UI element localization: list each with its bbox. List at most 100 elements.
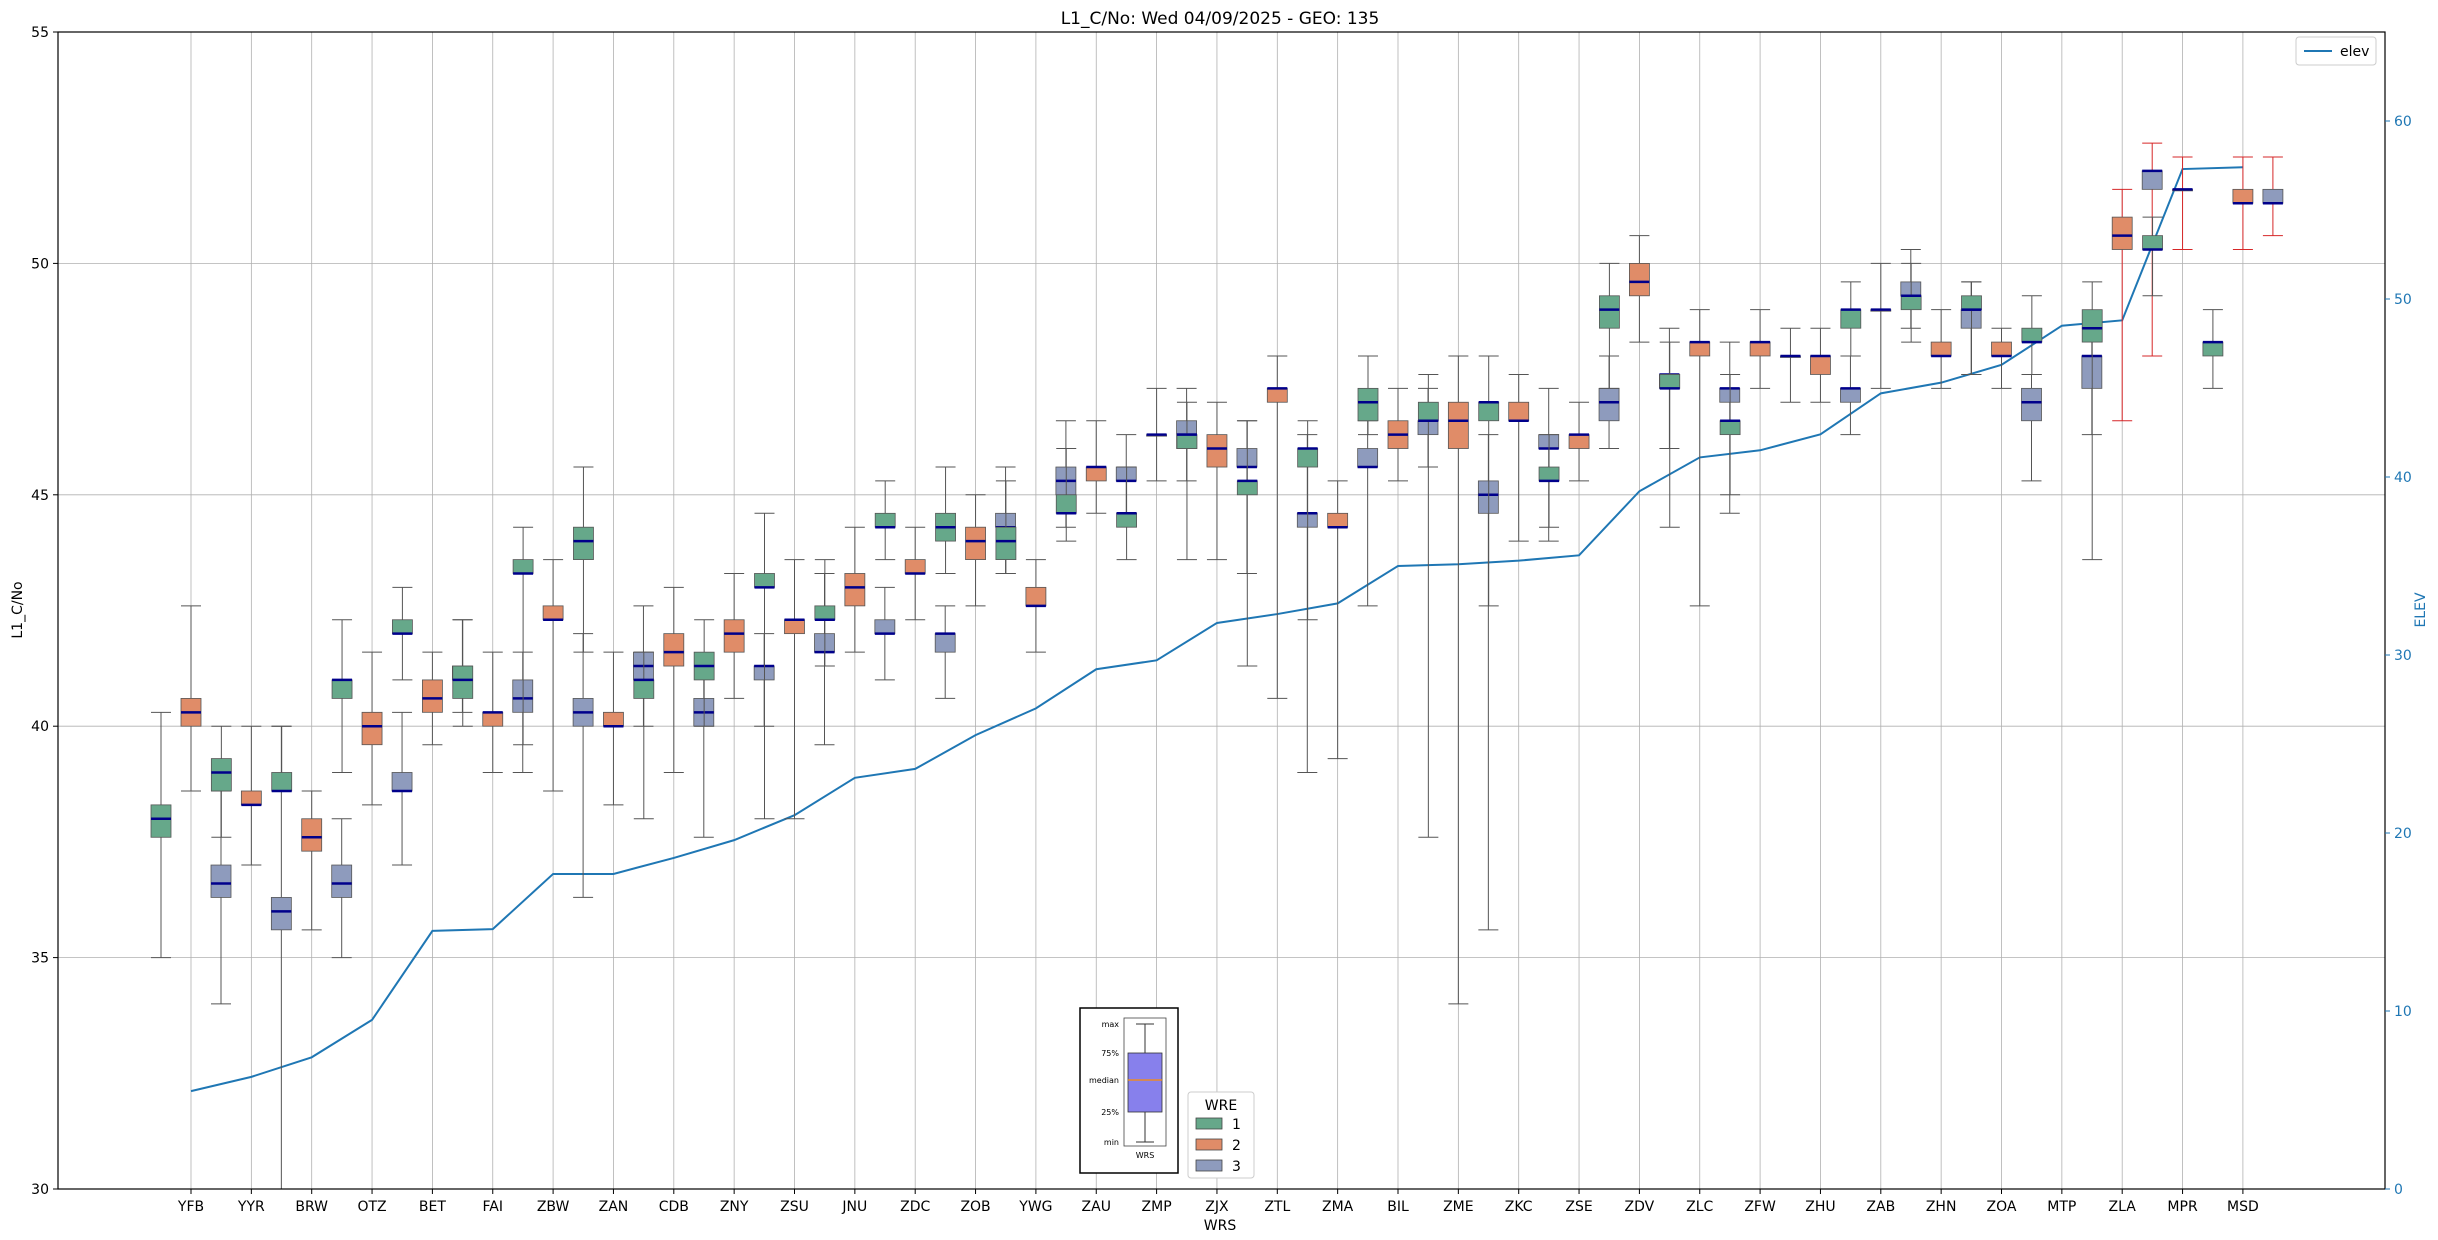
elev-legend-label: elev (2340, 44, 2369, 60)
x-tick-label: ZAN (599, 1199, 629, 1215)
y-tick-label: 45 (31, 488, 49, 504)
wre-legend: WRE 1 2 3 (1187, 1091, 1255, 1179)
box-plot-ztl-wre2 (1266, 355, 1288, 699)
x-tick-label: FAI (483, 1199, 503, 1215)
box-plot-mtp-wre1 (2021, 295, 2043, 375)
box-plot-zbw-wre1 (512, 526, 534, 746)
iqr-box (2111, 216, 2133, 250)
plot-frame (57, 31, 2386, 1190)
elev-legend: elev (2295, 36, 2377, 66)
x-tick-label: ZNY (720, 1199, 749, 1215)
iqr-box (240, 790, 262, 806)
iqr-box (1598, 387, 1620, 422)
box-plot-zny-wre2 (723, 572, 745, 699)
box-plot-zkc-wre1 (1478, 355, 1500, 607)
box-plot-zsu-wre1 (754, 512, 775, 820)
iqr-box (1810, 355, 1831, 375)
x-tick-label: ZHN (1926, 1199, 1957, 1215)
x-tick-label: BET (419, 1199, 446, 1215)
box-plot-ywg-wre2 (1025, 559, 1047, 653)
iqr-box (934, 633, 956, 653)
box-plot-zob-wre2 (965, 494, 986, 607)
x-tick-label: MPR (2167, 1199, 2198, 1215)
x-tick-label: CDB (659, 1199, 689, 1215)
iqr-box (150, 804, 172, 838)
box-plot-cdb-wre2 (663, 586, 685, 773)
box-plot-zfw-wre1 (1719, 373, 1741, 496)
x-tick-label: OTZ (357, 1199, 386, 1215)
box-plot-zla-wre1 (2081, 281, 2103, 561)
box-plot-zhn-wre1 (1900, 262, 1922, 343)
y2-tick-label: 60 (2394, 114, 2412, 130)
explainer-max: max (1102, 1020, 1120, 1029)
box-plot-brw-wre1 (271, 725, 293, 793)
iqr-box (1629, 262, 1650, 297)
iqr-box (210, 864, 232, 898)
iqr-box (391, 772, 413, 792)
y-tick-label: 40 (31, 719, 49, 735)
box-plot-zla-wre2 (2111, 188, 2133, 422)
explainer-caption: WRS (1136, 1151, 1155, 1160)
iqr-box (2262, 188, 2284, 204)
iqr-box (512, 559, 534, 574)
iqr-box (271, 772, 293, 792)
y2-axis-ticks: 0 10 20 30 40 50 60 (2385, 114, 2412, 1198)
iqr-box (391, 619, 413, 635)
iqr-box (784, 619, 805, 635)
x-tick-label: ZKC (1505, 1199, 1533, 1215)
wre-legend-label-3: 3 (1232, 1159, 1241, 1175)
x-tick-label: YFB (177, 1199, 204, 1215)
x-tick-label: ZSU (780, 1199, 809, 1215)
iqr-box (1266, 387, 1288, 403)
x-axis-ticks: YFB YYR BRW OTZ BET FAI ZBW ZAN CDB ZNY ZSU JNU ZDC Z… (177, 1189, 2259, 1215)
iqr-box (2202, 341, 2224, 357)
box-plot-zlc-wre1 (1659, 341, 1681, 528)
y2-tick-label: 30 (2394, 648, 2412, 664)
iqr-box (1508, 401, 1530, 422)
x-tick-label: ZSE (1565, 1199, 1592, 1215)
y-tick-label: 35 (31, 951, 49, 967)
box-plot-zsu-wre2 (784, 559, 805, 820)
box-plot-cdb-wre1 (633, 651, 655, 820)
x-tick-label: YWG (1018, 1199, 1052, 1215)
wre-legend-swatch-1 (1195, 1117, 1223, 1130)
box-plot-zoa-wre2 (1991, 327, 2012, 389)
iqr-box (1930, 341, 1952, 357)
iqr-box (361, 711, 383, 746)
y2-tick-label: 50 (2394, 292, 2412, 308)
box-plot-zme-wre2 (1447, 355, 1469, 1005)
iqr-box (1478, 401, 1500, 422)
explainer-q3: 75% (1101, 1049, 1119, 1058)
box-plot-brw-wre2 (301, 790, 323, 931)
wre-legend-title: WRE (1205, 1098, 1237, 1114)
elev-line (190, 166, 2243, 1093)
box-plot-yfb-wre2 (180, 605, 202, 792)
box-plots (150, 142, 2284, 1190)
box-plot-zbw-wre2 (542, 559, 564, 792)
x-tick-label: JNU (841, 1199, 867, 1215)
box-plot-bet-wre1 (391, 586, 413, 681)
y2-tick-label: 10 (2394, 1004, 2412, 1020)
iqr-box (754, 573, 775, 588)
iqr-box (1025, 586, 1047, 607)
box-plot-zse-wre1 (1538, 434, 1560, 528)
elev-series (190, 166, 2243, 1093)
box-plot-zme-wre1 (1417, 373, 1439, 838)
iqr-box (965, 526, 986, 560)
box-plot-jnu-wre2 (844, 526, 866, 653)
box-plot-msd-wre1 (2202, 309, 2224, 389)
iqr-box (1991, 341, 2012, 357)
box-plot-otz-wre3 (391, 711, 413, 866)
x-tick-label: ZHU (1805, 1199, 1835, 1215)
iqr-box (2021, 387, 2042, 422)
iqr-box (482, 711, 504, 727)
iqr-box (1417, 401, 1439, 422)
y-axis-ticks: 30 35 40 45 50 55 (31, 25, 58, 1198)
box-plot-zdc-wre2 (904, 526, 926, 621)
iqr-box (603, 711, 624, 727)
box-plot-zau-wre1 (1055, 448, 1077, 542)
box-plot-zhu-wre3 (1840, 355, 1861, 436)
iqr-box (270, 897, 292, 931)
iqr-box (1900, 295, 1922, 311)
